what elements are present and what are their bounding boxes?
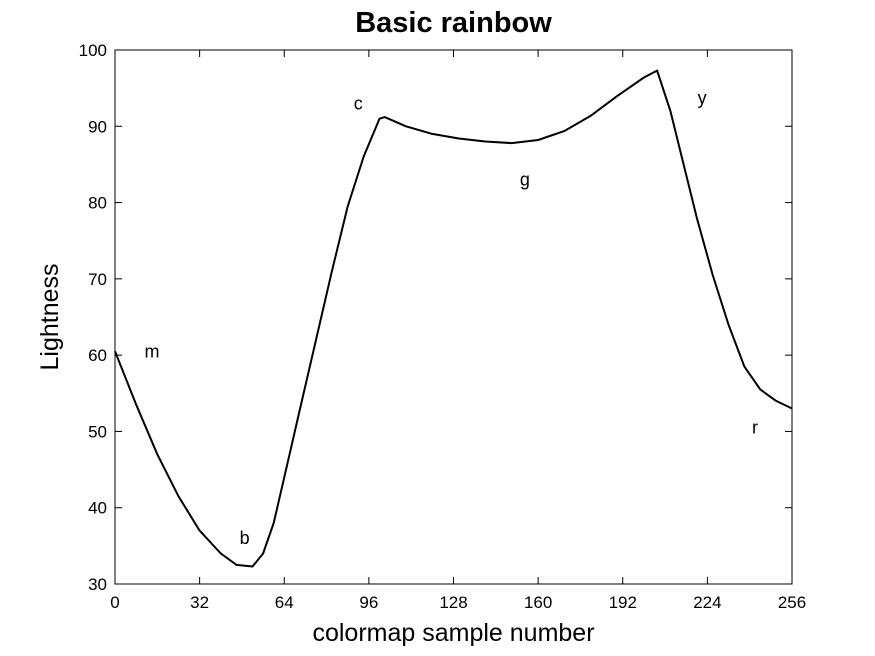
plot-area-frame [114,49,793,585]
x-axis-label: colormap sample number [312,619,594,647]
y-tick-label: 90 [88,117,107,136]
x-tick-label: 160 [524,593,552,612]
y-tick-label: 30 [88,575,107,594]
annotation-y: y [698,88,707,108]
x-tick-label: 64 [275,593,294,612]
y-tick-label: 40 [88,499,107,518]
x-tick-label: 96 [359,593,378,612]
series-layer [114,69,793,568]
annotation-c: c [354,93,363,113]
curve-annotations: m b c g y r [145,88,758,548]
x-tick-label: 224 [693,593,721,612]
chart-title: Basic rainbow [355,7,552,39]
y-axis-label: Lightness [36,263,64,370]
annotation-r: r [752,418,758,438]
annotation-g: g [520,170,530,190]
y-tick-label: 50 [88,422,107,441]
y-tick-label: 100 [79,41,107,60]
x-tick-label: 32 [190,593,209,612]
y-tick-label: 70 [88,270,107,289]
axis-tick-labels: 0 32 64 96 128 160 192 224 256 30 40 50 60 70 80 90 100 [79,41,807,612]
y-tick-label: 80 [88,194,107,213]
y-tick-label: 60 [88,346,107,365]
annotation-b: b [240,528,250,548]
x-tick-label: 256 [778,593,806,612]
annotation-m: m [145,341,160,361]
x-tick-label: 192 [609,593,637,612]
x-tick-label: 0 [110,593,119,612]
x-tick-label: 128 [439,593,467,612]
axis-ticks [114,49,793,585]
lightness-series-line [114,69,793,568]
